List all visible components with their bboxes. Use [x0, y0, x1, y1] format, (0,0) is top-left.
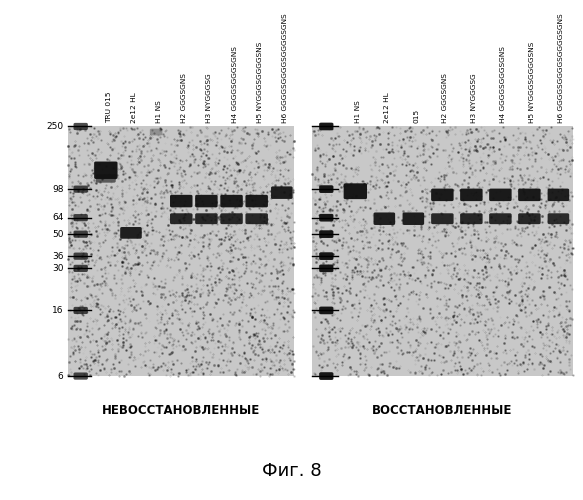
FancyBboxPatch shape: [489, 188, 512, 201]
FancyBboxPatch shape: [170, 214, 192, 224]
FancyBboxPatch shape: [73, 265, 88, 272]
FancyBboxPatch shape: [271, 186, 293, 199]
Text: TRU 015: TRU 015: [106, 92, 112, 123]
Text: H3 NYGGGSG: H3 NYGGGSG: [472, 73, 477, 123]
FancyBboxPatch shape: [518, 188, 540, 201]
FancyBboxPatch shape: [374, 212, 395, 225]
Text: 6: 6: [58, 372, 64, 380]
FancyBboxPatch shape: [170, 195, 192, 207]
Text: ВОССТАНОВЛЕННЫЕ: ВОССТАНОВЛЕННЫЕ: [372, 404, 512, 416]
FancyBboxPatch shape: [319, 265, 333, 272]
Text: НЕВОССТАНОВЛЕННЫЕ: НЕВОССТАНОВЛЕННЫЕ: [102, 404, 261, 416]
FancyBboxPatch shape: [120, 227, 142, 238]
FancyBboxPatch shape: [319, 372, 333, 380]
FancyBboxPatch shape: [73, 307, 88, 314]
Text: H6 GGGGSGGGGSGGGGSGNS: H6 GGGGSGGGGSGGGGSGNS: [559, 13, 564, 123]
FancyBboxPatch shape: [319, 252, 333, 260]
FancyBboxPatch shape: [73, 252, 88, 260]
Text: 250: 250: [46, 122, 64, 131]
Text: H5 NYGGGSGGGGSNS: H5 NYGGGSGGGGSNS: [529, 42, 535, 123]
FancyBboxPatch shape: [73, 186, 88, 193]
FancyBboxPatch shape: [319, 230, 333, 238]
Text: 16: 16: [52, 306, 64, 315]
FancyBboxPatch shape: [319, 252, 333, 260]
Text: H1 NS: H1 NS: [156, 100, 162, 123]
FancyBboxPatch shape: [96, 174, 115, 182]
FancyBboxPatch shape: [489, 214, 512, 224]
FancyBboxPatch shape: [195, 214, 217, 224]
FancyBboxPatch shape: [547, 188, 569, 201]
Text: 2e12 HL: 2e12 HL: [131, 92, 137, 123]
FancyBboxPatch shape: [319, 372, 333, 380]
Text: H4 GGGGSGGGSGNS: H4 GGGGSGGGSGNS: [500, 46, 507, 123]
Text: 50: 50: [52, 230, 64, 238]
FancyBboxPatch shape: [319, 122, 333, 130]
FancyBboxPatch shape: [73, 214, 88, 222]
FancyBboxPatch shape: [431, 188, 454, 201]
Bar: [68, 126, 294, 376]
FancyBboxPatch shape: [245, 214, 268, 224]
FancyBboxPatch shape: [319, 186, 333, 193]
Text: 64: 64: [52, 213, 64, 222]
Text: 30: 30: [52, 264, 64, 273]
Text: 2e12 HL: 2e12 HL: [384, 92, 391, 123]
FancyBboxPatch shape: [319, 307, 333, 314]
FancyBboxPatch shape: [94, 162, 118, 179]
Text: H2 GGGSGNS: H2 GGGSGNS: [181, 73, 187, 123]
FancyBboxPatch shape: [195, 195, 217, 207]
FancyBboxPatch shape: [220, 214, 243, 224]
FancyBboxPatch shape: [73, 372, 88, 380]
FancyBboxPatch shape: [220, 195, 243, 207]
FancyBboxPatch shape: [518, 214, 540, 224]
Text: 98: 98: [52, 184, 64, 194]
Text: Фиг. 8: Фиг. 8: [262, 462, 321, 480]
Text: 36: 36: [52, 252, 64, 260]
Text: H2 GGGSGNS: H2 GGGSGNS: [442, 73, 448, 123]
FancyBboxPatch shape: [319, 123, 333, 130]
FancyBboxPatch shape: [73, 123, 88, 130]
FancyBboxPatch shape: [547, 214, 569, 224]
FancyBboxPatch shape: [431, 214, 454, 224]
Text: H1 NS: H1 NS: [355, 100, 361, 123]
Text: H5 NYGGGSGGGGSNS: H5 NYGGGSGGGGSNS: [257, 42, 263, 123]
Bar: [312, 126, 573, 376]
FancyBboxPatch shape: [319, 264, 333, 272]
FancyBboxPatch shape: [319, 306, 333, 314]
FancyBboxPatch shape: [460, 214, 483, 224]
FancyBboxPatch shape: [319, 214, 333, 222]
FancyBboxPatch shape: [319, 186, 333, 193]
FancyBboxPatch shape: [460, 188, 483, 201]
Text: H3 NYGGGSG: H3 NYGGGSG: [206, 73, 212, 123]
FancyBboxPatch shape: [319, 230, 333, 238]
FancyBboxPatch shape: [402, 212, 424, 225]
FancyBboxPatch shape: [150, 128, 163, 136]
Text: H4 GGGGSGGGSGNS: H4 GGGGSGGGSGNS: [231, 46, 237, 123]
Text: 015: 015: [413, 108, 419, 123]
FancyBboxPatch shape: [73, 230, 88, 238]
FancyBboxPatch shape: [319, 214, 333, 222]
Text: H6 GGGGSGGGGSGGGGSGNS: H6 GGGGSGGGGSGGGGSGNS: [282, 13, 288, 123]
FancyBboxPatch shape: [245, 195, 268, 207]
FancyBboxPatch shape: [343, 184, 367, 199]
